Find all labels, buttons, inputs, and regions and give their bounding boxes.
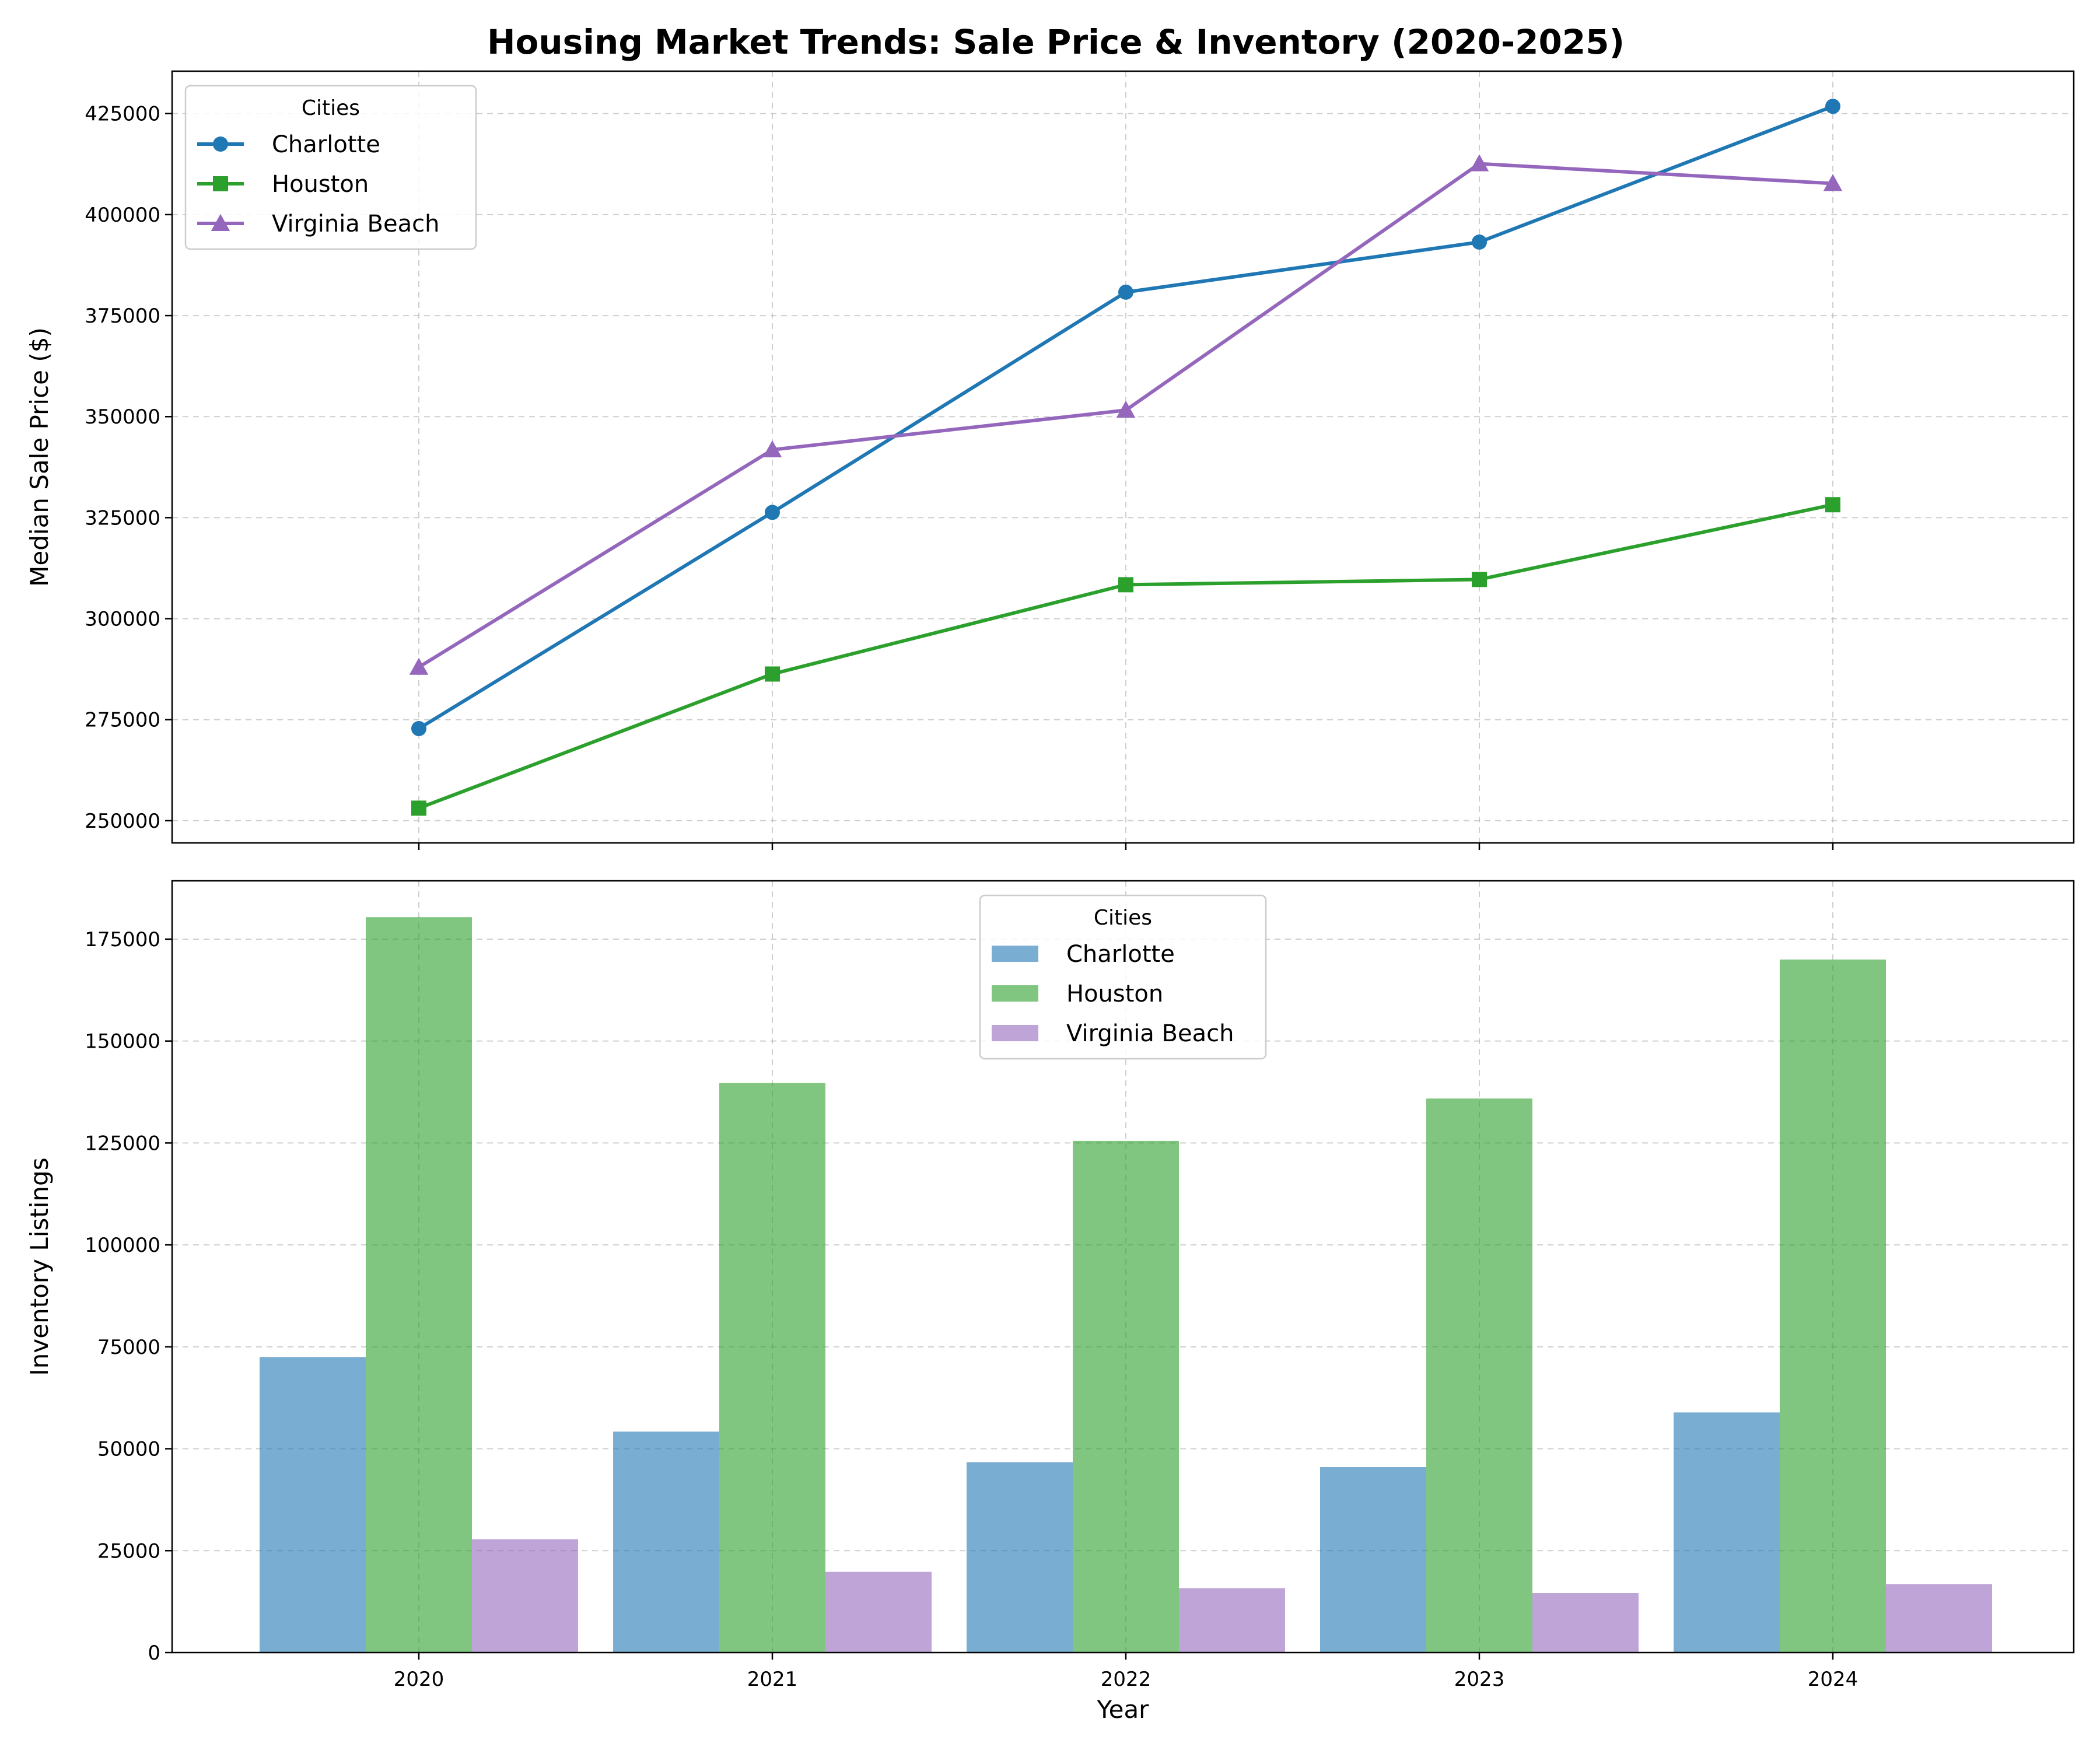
- inventory-legend-title: Cities: [1094, 906, 1152, 930]
- point-houston-2022: [1118, 577, 1133, 593]
- price-y-tick-label: 350000: [85, 405, 160, 429]
- inventory-y-tick-label: 75000: [97, 1336, 160, 1359]
- point-virginia-beach-2021: [762, 440, 782, 458]
- x-tick-label-2022: 2022: [1101, 1668, 1152, 1691]
- point-virginia-beach-2022: [1116, 400, 1136, 418]
- price-y-axis-label: Median Sale Price ($): [25, 327, 54, 587]
- price-y-tick-label: 250000: [85, 810, 160, 833]
- inventory-y-tick-label: 175000: [85, 928, 160, 951]
- point-houston-2023: [1472, 572, 1487, 587]
- bar-charlotte-2020: [260, 1357, 366, 1653]
- point-charlotte-2024: [1825, 99, 1840, 114]
- point-charlotte-2020: [411, 720, 426, 736]
- inventory-y-axis-label: Inventory Listings: [25, 1157, 54, 1376]
- x-tick-label-2021: 2021: [747, 1668, 798, 1691]
- point-houston-2020: [411, 800, 426, 816]
- bar-houston-2022: [1073, 1140, 1179, 1653]
- bar-virginia-beach-2023: [1532, 1592, 1639, 1653]
- price-legend: Cities Charlotte Houston Virginia Beach: [184, 85, 477, 250]
- price-legend-box: [184, 85, 477, 250]
- point-charlotte-2021: [765, 505, 780, 520]
- price-y-tick-label: 425000: [85, 103, 160, 126]
- legend-marker-charlotte: [213, 136, 228, 152]
- price-y-tick-label: 375000: [85, 304, 160, 328]
- x-tick-label-2024: 2024: [1808, 1668, 1859, 1691]
- bar-virginia-beach-2022: [1179, 1588, 1285, 1653]
- price-y-tick-label: 325000: [85, 506, 160, 530]
- price-y-tick-label: 275000: [85, 709, 160, 732]
- legend-marker-houston: [213, 176, 228, 191]
- legend-swatch-houston: [992, 985, 1038, 1002]
- bar-virginia-beach-2024: [1886, 1584, 1992, 1653]
- bar-charlotte-2021: [613, 1432, 719, 1653]
- bar-houston-2021: [719, 1083, 825, 1653]
- bar-houston-2023: [1426, 1098, 1532, 1653]
- inventory-y-tick-label: 50000: [97, 1438, 160, 1461]
- chart-title: Housing Market Trends: Sale Price & Inve…: [487, 22, 1625, 62]
- x-tick-label-2020: 2020: [394, 1668, 444, 1691]
- legend-label-charlotte: Charlotte: [1066, 941, 1175, 968]
- inventory-bar-panel: 0 25000 50000 75000 100000 125000 150000 175000…: [25, 880, 2075, 1691]
- bar-charlotte-2023: [1320, 1467, 1426, 1653]
- inventory-y-tick-label: 100000: [85, 1234, 160, 1257]
- inventory-legend-box: [979, 894, 1267, 1060]
- price-y-tick-label: 300000: [85, 608, 160, 631]
- inventory-y-tick-label: 25000: [97, 1539, 160, 1563]
- legend-swatch-charlotte: [992, 946, 1038, 962]
- point-houston-2024: [1825, 497, 1840, 513]
- legend-label-houston: Houston: [272, 171, 369, 198]
- legend-label-charlotte: Charlotte: [272, 131, 380, 158]
- price-plot-frame: [171, 70, 2075, 844]
- inventory-legend: Cities Charlotte Houston Virginia Beach: [979, 894, 1267, 1060]
- point-houston-2021: [765, 666, 780, 682]
- inventory-y-tick-label: 0: [148, 1642, 160, 1665]
- inventory-plot-frame: [171, 880, 2075, 1654]
- point-virginia-beach-2020: [409, 657, 429, 675]
- price-legend-title: Cities: [302, 96, 360, 120]
- point-virginia-beach-2023: [1469, 154, 1489, 172]
- bar-charlotte-2022: [967, 1462, 1073, 1653]
- inventory-y-tick-label: 125000: [85, 1132, 160, 1155]
- legend-label-houston: Houston: [1066, 981, 1163, 1007]
- price-line-panel: 250000 275000 300000 325000 350000 375000 4000…: [25, 70, 2075, 850]
- legend-label-virginia-beach: Virginia Beach: [272, 211, 439, 237]
- point-charlotte-2022: [1118, 284, 1133, 300]
- x-tick-label-2023: 2023: [1454, 1668, 1505, 1691]
- bar-houston-2024: [1780, 959, 1886, 1653]
- bar-virginia-beach-2021: [825, 1572, 932, 1653]
- legend-swatch-virginia-beach: [992, 1025, 1038, 1041]
- bar-charlotte-2024: [1674, 1412, 1780, 1653]
- point-virginia-beach-2024: [1823, 174, 1843, 191]
- legend-marker-virginia-beach: [211, 214, 230, 231]
- legend-label-virginia-beach: Virginia Beach: [1066, 1020, 1234, 1047]
- x-axis-label: Year: [1097, 1695, 1150, 1724]
- bar-virginia-beach-2020: [472, 1539, 578, 1653]
- price-y-tick-label: 400000: [85, 204, 160, 227]
- inventory-y-tick-label: 150000: [85, 1030, 160, 1054]
- bar-houston-2020: [366, 917, 472, 1653]
- point-charlotte-2023: [1472, 234, 1487, 250]
